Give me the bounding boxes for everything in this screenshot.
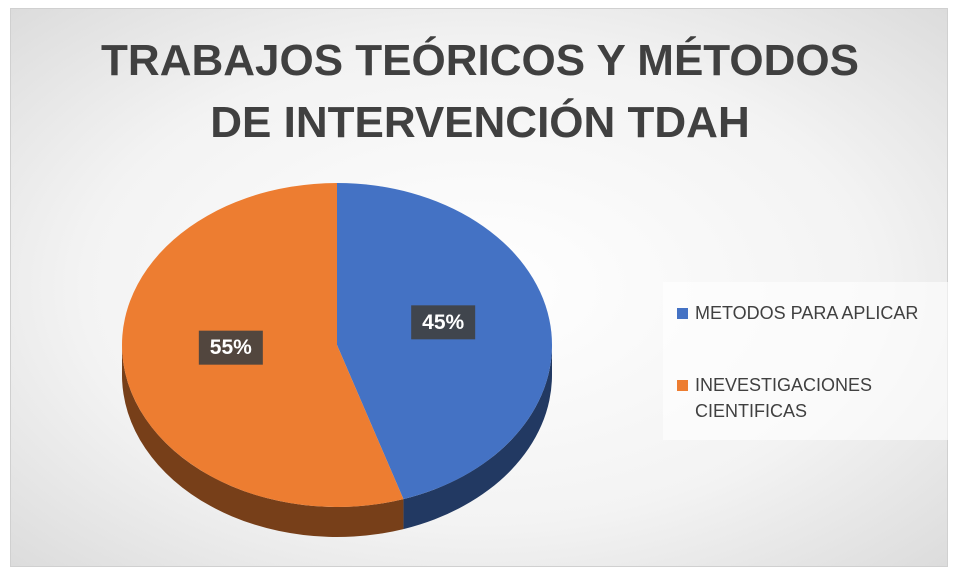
data-label: 55%: [210, 336, 252, 359]
slice-side: [122, 345, 404, 537]
label-box: [411, 305, 476, 340]
data-label: 45%: [422, 311, 464, 334]
label-box: [198, 330, 263, 365]
legend-swatch: [677, 380, 688, 391]
legend: METODOS PARA APLICAR INEVESTIGACIONES CIE…: [663, 282, 953, 440]
legend-item: METODOS PARA APLICAR: [677, 300, 955, 326]
legend-swatch: [677, 308, 688, 319]
legend-label: INEVESTIGACIONES CIENTIFICAS: [695, 375, 873, 421]
chart-title: TRABAJOS TEÓRICOS Y MÉTODOS DE INTERVENC…: [101, 36, 859, 147]
legend-item: INEVESTIGACIONES CIENTIFICAS: [677, 372, 895, 424]
slice: [337, 183, 553, 500]
legend-label: METODOS PARA APLICAR: [695, 303, 919, 323]
slice-side: [403, 345, 552, 530]
